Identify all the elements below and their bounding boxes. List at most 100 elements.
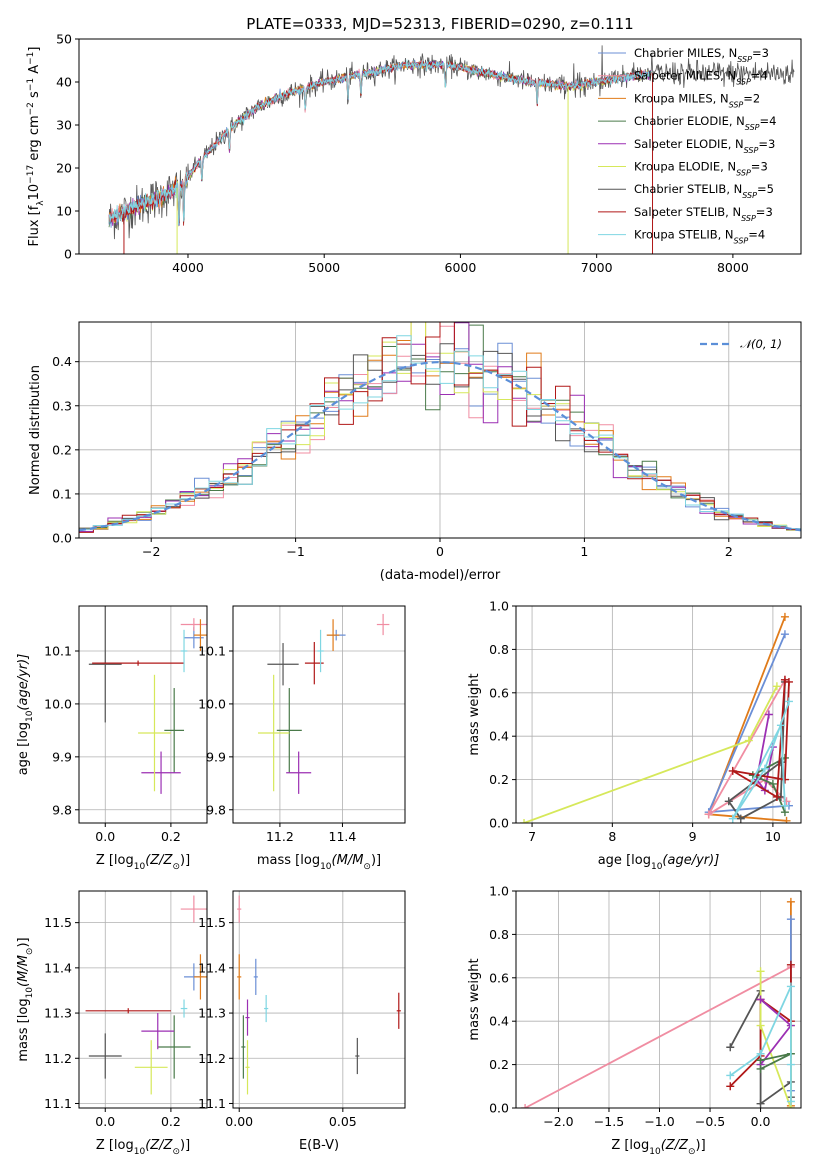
- svg-text:mass [log10(M/M⊙)]: mass [log10(M/M⊙)]: [257, 853, 381, 872]
- y-axis-label: mass weight: [467, 673, 482, 755]
- series-marker: [744, 736, 753, 745]
- errorbar-point-salpeter_elodie: [141, 1013, 175, 1050]
- x-tick-label: 7: [528, 829, 536, 844]
- errorbar-point-chabrier_elodie: [276, 688, 302, 773]
- y-tick-label: 10.1: [44, 643, 72, 658]
- series-marker: [786, 1097, 795, 1106]
- y-axis-label: age [log10(age/yr)]: [16, 654, 35, 776]
- axes-frame: [78, 321, 802, 539]
- series-marker: [786, 960, 795, 969]
- x-axis-label: (data-model)/error: [380, 568, 501, 583]
- y-tick-label: 30: [56, 118, 72, 133]
- errorbar-point-kroupa_elodie: [258, 674, 290, 792]
- errorbar-point-kroupa_miles: [237, 954, 242, 1000]
- weight_vs_Z-axes: −2.0 −1.5 −1.0 −0.5 0.0 0.0 0.2 0.4 0.6 0.8 1.0 Z […: [467, 884, 802, 1157]
- axes-frame: [78, 890, 208, 1109]
- series-marker: [760, 764, 769, 773]
- series-marker: [756, 1099, 765, 1108]
- errorbar-point-kroupa_elodie: [245, 1040, 250, 1095]
- y-tick-label: 1.0: [489, 884, 509, 899]
- errorbar-point-kroupa_stelib: [180, 629, 188, 673]
- series-marker: [784, 697, 793, 706]
- x-axis-label: E(B-V): [299, 1138, 339, 1153]
- y-tick-label: 11.3: [198, 1006, 226, 1021]
- errorbar-point-salpeter_miles: [180, 618, 207, 631]
- x-axis-label: Z [log10(Z/Z⊙)]: [611, 1138, 705, 1157]
- y-tick-label: 50: [56, 32, 72, 47]
- errorbar-point-chabrier_stelib: [355, 1037, 360, 1075]
- x-tick-label: −1: [286, 544, 304, 559]
- x-tick-label: 2: [725, 544, 733, 559]
- y-tick-label: 11.4: [198, 960, 226, 975]
- x-axis-label: Z [log10(Z/Z⊙)]: [96, 853, 190, 872]
- series-marker: [521, 1104, 530, 1108]
- svg-text:age [log10(age/yr)]: age [log10(age/yr)]: [16, 654, 35, 776]
- series-marker: [764, 710, 773, 719]
- x-tick-label: 0.05: [329, 1114, 357, 1129]
- errorbar-point-chabrier_miles: [253, 958, 258, 995]
- legend-entry: Kroupa STELIB, NSSP=4: [634, 228, 765, 246]
- series-marker: [780, 630, 789, 639]
- series-marker: [728, 814, 737, 823]
- x-axis-label: age [log10(age/yr)]: [598, 853, 720, 872]
- errorbar-point-chabrier_elodie: [241, 1015, 246, 1079]
- x-tick-label: −1.5: [594, 1114, 624, 1129]
- legend-entry: Kroupa MILES, NSSP=2: [634, 91, 760, 109]
- y-tick-label: 10: [56, 204, 72, 219]
- x-tick-label: −2: [142, 544, 160, 559]
- age_vs_Z-axes: 0.0 0.2 9.8 9.9 10.0 10.1 Z [log10(Z/Z⊙)] age […: [16, 605, 208, 872]
- y-tick-label: 9.9: [52, 749, 72, 764]
- legend-entry: Chabrier MILES, NSSP=3: [634, 46, 769, 64]
- series-marker: [704, 810, 713, 819]
- errorbar-point-kroupa_miles: [193, 619, 207, 651]
- mass_vs_EBV-axes: 0.00 0.05 11.1 11.2 11.3 11.4 11.5 E(B-V): [198, 890, 406, 1153]
- residuals-axes: −2 −1 0 1 2 0.0 0.1 0.2 0.3 0.4 𝒩(0, 1) (data-model…: [28, 321, 802, 583]
- legend-entry: Salpeter MILES, NSSP=4: [634, 69, 768, 87]
- x-tick-label: −0.5: [695, 1114, 725, 1129]
- y-axis-label: Normed distribution: [28, 365, 43, 495]
- legend-entry: Chabrier ELODIE, NSSP=4: [634, 114, 776, 132]
- x-tick-label: −1.0: [644, 1114, 674, 1129]
- svg-text:Z [log10(Z/Z⊙)]: Z [log10(Z/Z⊙)]: [96, 1138, 190, 1157]
- y-axis-label: Flux [fλ10−17 erg cm−2 s−1 A−1]: [26, 47, 46, 247]
- axes-frame: [78, 38, 802, 255]
- errorbar-point-chabrier_elodie: [164, 688, 185, 773]
- y-tick-label: 0.0: [52, 531, 72, 546]
- x-tick-label: 4000: [172, 260, 204, 275]
- x-tick-label: 9: [689, 829, 697, 844]
- x-tick-label: 11.2: [266, 829, 294, 844]
- series-marker: [768, 779, 777, 788]
- series-line: [755, 714, 774, 793]
- legend-entry: Salpeter STELIB, NSSP=3: [634, 205, 773, 223]
- errorbar-point-kroupa_stelib: [264, 994, 269, 1023]
- series-salpeter_stelib: [728, 675, 793, 801]
- y-tick-label: 11.1: [198, 1096, 226, 1111]
- x-axis-label: mass [log10(M/M⊙)]: [257, 853, 381, 872]
- series-marker: [784, 677, 793, 686]
- series-marker: [780, 801, 789, 810]
- series-line: [523, 685, 778, 823]
- errorbar-point-kroupa_miles: [326, 619, 340, 651]
- x-tick-label: 0.00: [225, 1114, 253, 1129]
- y-tick-label: 20: [56, 161, 72, 176]
- x-tick-label: 0.0: [95, 829, 115, 844]
- series-marker: [780, 675, 789, 684]
- y-tick-label: 11.1: [44, 1096, 72, 1111]
- x-tick-label: 0.2: [161, 1114, 181, 1129]
- errorbar-point-kroupa_elodie: [134, 1040, 168, 1095]
- x-tick-label: 8: [608, 829, 616, 844]
- errorbar-point-chabrier_stelib: [267, 643, 299, 686]
- y-tick-label: 0.3: [52, 398, 72, 413]
- y-tick-label: 0.6: [489, 970, 509, 985]
- y-tick-label: 0.0: [489, 816, 509, 831]
- errorbar-point-salpeter_elodie: [286, 751, 312, 794]
- legend-entry: Salpeter ELODIE, NSSP=3: [634, 137, 775, 155]
- errorbar-point-salpeter_miles: [180, 895, 207, 923]
- series-marker: [726, 1082, 735, 1091]
- errorbar-point-kroupa_stelib: [317, 629, 324, 673]
- y-tick-label: 0.4: [489, 729, 509, 744]
- errorbar-point-salpeter_miles: [376, 613, 390, 636]
- x-tick-label: 0.2: [161, 829, 181, 844]
- errorbar-point-salpeter_stelib: [85, 1008, 171, 1014]
